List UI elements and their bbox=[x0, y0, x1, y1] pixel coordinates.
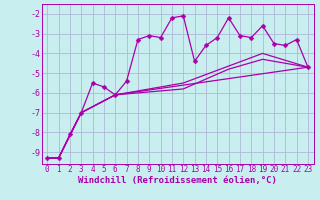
X-axis label: Windchill (Refroidissement éolien,°C): Windchill (Refroidissement éolien,°C) bbox=[78, 176, 277, 185]
